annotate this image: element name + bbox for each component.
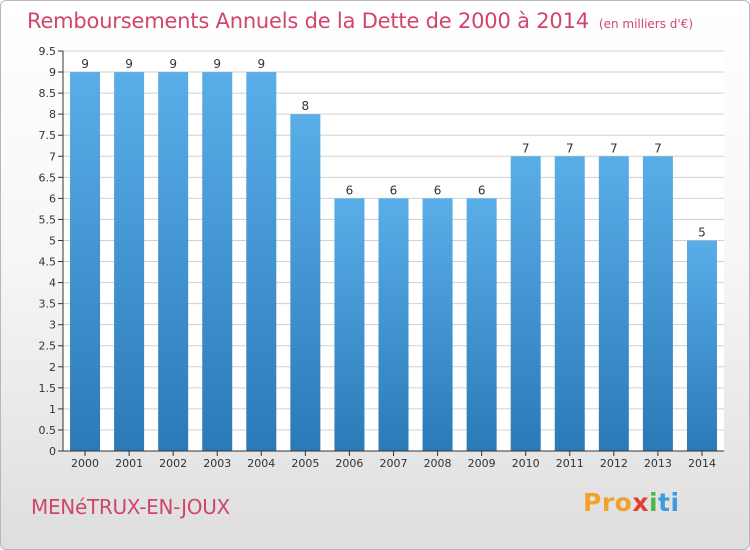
bar-value-label: 7 <box>566 141 574 155</box>
bar <box>598 156 629 451</box>
y-tick-label: 7 <box>49 150 56 163</box>
bar <box>158 72 189 451</box>
x-tick-label: 2007 <box>380 457 408 470</box>
x-tick-label: 2006 <box>335 457 363 470</box>
bar-value-label: 6 <box>390 183 398 197</box>
bar <box>202 72 233 451</box>
x-tick-label: 2008 <box>424 457 452 470</box>
x-tick-label: 2011 <box>556 457 584 470</box>
bar-value-label: 6 <box>478 183 486 197</box>
bar <box>114 72 145 451</box>
logo-part-2: x <box>632 488 649 517</box>
bar-value-label: 7 <box>522 141 530 155</box>
y-tick-label: 1.5 <box>39 382 57 395</box>
commune-name: MENéTRUX-EN-JOUX <box>31 495 230 519</box>
chart-unit: (en milliers d'€) <box>598 17 694 31</box>
y-tick-label: 0 <box>49 445 56 458</box>
chart-title: Remboursements Annuels de la Dette de 20… <box>27 9 589 33</box>
x-tick-label: 2005 <box>291 457 319 470</box>
y-tick-label: 4.5 <box>39 256 57 269</box>
bar-value-label: 9 <box>257 57 265 71</box>
bar-value-label: 9 <box>213 57 221 71</box>
bar-value-label: 7 <box>654 141 662 155</box>
x-tick-label: 2009 <box>468 457 496 470</box>
bar <box>70 72 101 451</box>
bar <box>246 72 277 451</box>
y-tick-label: 6.5 <box>39 171 57 184</box>
bar <box>466 198 497 451</box>
x-tick-label: 2010 <box>512 457 540 470</box>
y-tick-label: 9 <box>49 66 56 79</box>
bar-value-label: 6 <box>346 183 354 197</box>
y-tick-label: 8 <box>49 108 56 121</box>
bar <box>686 240 717 451</box>
y-tick-label: 0.5 <box>39 424 57 437</box>
x-tick-label: 2001 <box>115 457 143 470</box>
y-tick-label: 6 <box>49 192 56 205</box>
proxiti-logo: Proxiti <box>583 488 680 517</box>
bar <box>334 198 365 451</box>
bar-value-label: 5 <box>698 225 706 239</box>
x-tick-label: 2014 <box>688 457 716 470</box>
logo-part-4: ti <box>658 488 680 517</box>
x-tick-label: 2002 <box>159 457 187 470</box>
bar <box>510 156 541 451</box>
y-tick-label: 9.5 <box>39 45 57 58</box>
bar <box>378 198 409 451</box>
logo-part-3: i <box>648 488 659 517</box>
y-tick-label: 3.5 <box>39 298 57 311</box>
bar-value-label: 9 <box>125 57 133 71</box>
x-tick-label: 2013 <box>644 457 672 470</box>
y-tick-label: 3 <box>49 319 56 332</box>
y-tick-label: 5 <box>49 234 56 247</box>
bar-value-label: 8 <box>302 99 310 113</box>
bar-value-label: 6 <box>434 183 442 197</box>
x-tick-label: 2003 <box>203 457 231 470</box>
bar <box>642 156 673 451</box>
y-tick-label: 8.5 <box>39 87 57 100</box>
y-tick-label: 4 <box>49 277 56 290</box>
bar-value-label: 9 <box>169 57 177 71</box>
y-tick-label: 5.5 <box>39 213 57 226</box>
y-tick-label: 7.5 <box>39 129 57 142</box>
bar <box>290 114 321 451</box>
bar <box>422 198 453 451</box>
x-tick-label: 2004 <box>247 457 275 470</box>
x-tick-label: 2012 <box>600 457 628 470</box>
logo-part-1: Pro <box>583 488 633 517</box>
y-tick-label: 2.5 <box>39 340 57 353</box>
y-tick-label: 2 <box>49 361 56 374</box>
x-tick-label: 2000 <box>71 457 99 470</box>
y-tick-label: 1 <box>49 403 56 416</box>
bar-value-label: 9 <box>81 57 89 71</box>
bar <box>554 156 585 451</box>
bar-value-label: 7 <box>610 141 618 155</box>
chart-title-row: Remboursements Annuels de la Dette de 20… <box>27 9 693 33</box>
